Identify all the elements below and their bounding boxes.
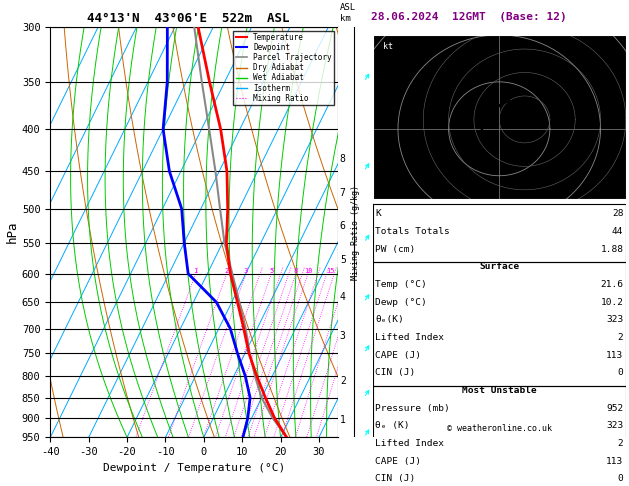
- Text: 113: 113: [606, 351, 623, 360]
- Text: 8: 8: [340, 154, 346, 164]
- Text: 0: 0: [618, 474, 623, 484]
- Text: Mixing Ratio (g/kg): Mixing Ratio (g/kg): [351, 185, 360, 279]
- Text: 323: 323: [606, 421, 623, 431]
- Text: 10.2: 10.2: [600, 298, 623, 307]
- Text: 28: 28: [612, 209, 623, 219]
- Text: 7: 7: [340, 188, 346, 198]
- Text: km: km: [340, 14, 350, 23]
- Text: © weatheronline.co.uk: © weatheronline.co.uk: [447, 424, 552, 434]
- Text: Dewp (°C): Dewp (°C): [375, 298, 427, 307]
- Text: 2: 2: [225, 268, 229, 274]
- X-axis label: Dewpoint / Temperature (°C): Dewpoint / Temperature (°C): [103, 463, 286, 473]
- Text: 1: 1: [340, 415, 346, 425]
- Text: 6: 6: [340, 221, 346, 231]
- Y-axis label: hPa: hPa: [6, 221, 19, 243]
- Text: 3: 3: [340, 331, 346, 341]
- Text: 8: 8: [294, 268, 298, 274]
- Text: θₑ (K): θₑ (K): [375, 421, 409, 431]
- Text: 0: 0: [618, 368, 623, 378]
- Text: 2: 2: [618, 439, 623, 448]
- Text: 4: 4: [340, 292, 346, 302]
- Text: 2: 2: [340, 376, 346, 385]
- Text: 44°13'N  43°06'E  522m  ASL: 44°13'N 43°06'E 522m ASL: [87, 12, 290, 25]
- Text: Lifted Index: Lifted Index: [375, 439, 444, 448]
- Legend: Temperature, Dewpoint, Parcel Trajectory, Dry Adiabat, Wet Adiabat, Isotherm, Mi: Temperature, Dewpoint, Parcel Trajectory…: [233, 31, 334, 105]
- Text: 15: 15: [326, 268, 335, 274]
- Text: Pressure (mb): Pressure (mb): [375, 404, 450, 413]
- Text: 3: 3: [244, 268, 248, 274]
- Text: 1: 1: [194, 268, 198, 274]
- Text: CAPE (J): CAPE (J): [375, 457, 421, 466]
- Text: 5: 5: [269, 268, 274, 274]
- Text: Lifted Index: Lifted Index: [375, 333, 444, 342]
- Text: CIN (J): CIN (J): [375, 368, 415, 378]
- Text: Temp (°C): Temp (°C): [375, 280, 427, 289]
- Text: PW (cm): PW (cm): [375, 245, 415, 254]
- Text: θₑ(K): θₑ(K): [375, 315, 404, 325]
- Text: 21.6: 21.6: [600, 280, 623, 289]
- Text: 2: 2: [618, 333, 623, 342]
- Text: K: K: [375, 209, 381, 219]
- Text: 5: 5: [340, 255, 346, 265]
- Text: Most Unstable: Most Unstable: [462, 386, 537, 395]
- Text: Totals Totals: Totals Totals: [375, 227, 450, 236]
- Text: Surface: Surface: [479, 262, 520, 272]
- Text: 113: 113: [606, 457, 623, 466]
- Text: 44: 44: [612, 227, 623, 236]
- Text: 1.88: 1.88: [600, 245, 623, 254]
- Text: CAPE (J): CAPE (J): [375, 351, 421, 360]
- Text: CIN (J): CIN (J): [375, 474, 415, 484]
- Text: 10: 10: [304, 268, 312, 274]
- Text: 28.06.2024  12GMT  (Base: 12): 28.06.2024 12GMT (Base: 12): [370, 12, 567, 22]
- Text: ASL: ASL: [340, 3, 356, 13]
- Text: 952: 952: [606, 404, 623, 413]
- Text: 323: 323: [606, 315, 623, 325]
